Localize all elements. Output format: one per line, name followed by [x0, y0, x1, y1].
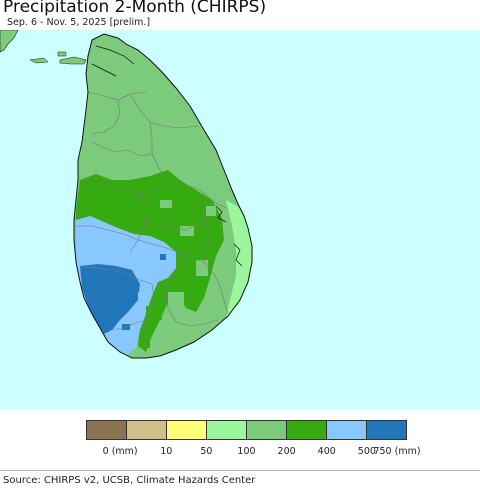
- precip-patch: [160, 254, 166, 260]
- legend-tick-label: 500: [357, 446, 376, 457]
- precip-patch: [180, 226, 194, 236]
- legend-tick-label: 50: [200, 446, 213, 457]
- legend-tick-label: 750 (mm): [373, 446, 421, 457]
- map-frame: [0, 30, 480, 410]
- legend-swatch-2: [167, 421, 207, 439]
- source-credit: Source: CHIRPS v2, UCSB, Climate Hazards…: [3, 475, 256, 486]
- india-landmass: [0, 30, 19, 53]
- legend-swatch-4: [247, 421, 287, 439]
- islet: [29, 57, 49, 64]
- precip-patch: [168, 292, 184, 306]
- jaffna-lagoon: [91, 63, 117, 77]
- map-title: Precipitation 2-Month (CHIRPS): [3, 0, 267, 17]
- precip-patch: [140, 334, 150, 348]
- legend-swatch-0: [87, 421, 127, 439]
- legend-swatch-6: [327, 421, 367, 439]
- legend-tick-label: 0 (mm): [102, 446, 138, 457]
- islet: [57, 51, 67, 57]
- precip-patch: [196, 260, 208, 276]
- coastal-lagoon: [233, 243, 243, 267]
- legend-swatch-1: [127, 421, 167, 439]
- mannar-island: [59, 56, 87, 65]
- precip-patch: [160, 200, 172, 208]
- district-boundaries: [76, 91, 229, 343]
- jaffna-lagoon: [95, 45, 135, 65]
- legend-swatch-7: [367, 421, 406, 439]
- legend-tick-label: 10: [160, 446, 173, 457]
- precip-patch: [150, 252, 164, 260]
- legend-tick-label: 400: [317, 446, 336, 457]
- island-coastline: [73, 33, 253, 359]
- footer-divider: [0, 470, 480, 471]
- legend-tick-label: 100: [237, 446, 256, 457]
- coastal-lagoon: [215, 205, 227, 223]
- legend-colorbar: [86, 420, 407, 440]
- legend-swatch-3: [207, 421, 247, 439]
- legend-tick-label: 200: [277, 446, 296, 457]
- precip-zone-750-plus: [80, 264, 140, 334]
- precip-patch: [168, 258, 176, 268]
- legend-swatch-5: [287, 421, 327, 439]
- precipitation-map: [0, 30, 480, 410]
- precip-patch: [146, 306, 162, 320]
- precip-patch: [206, 206, 216, 216]
- map-subtitle: Sep. 6 - Nov. 5, 2025 [prelim.]: [7, 17, 151, 28]
- precip-patch: [138, 292, 148, 302]
